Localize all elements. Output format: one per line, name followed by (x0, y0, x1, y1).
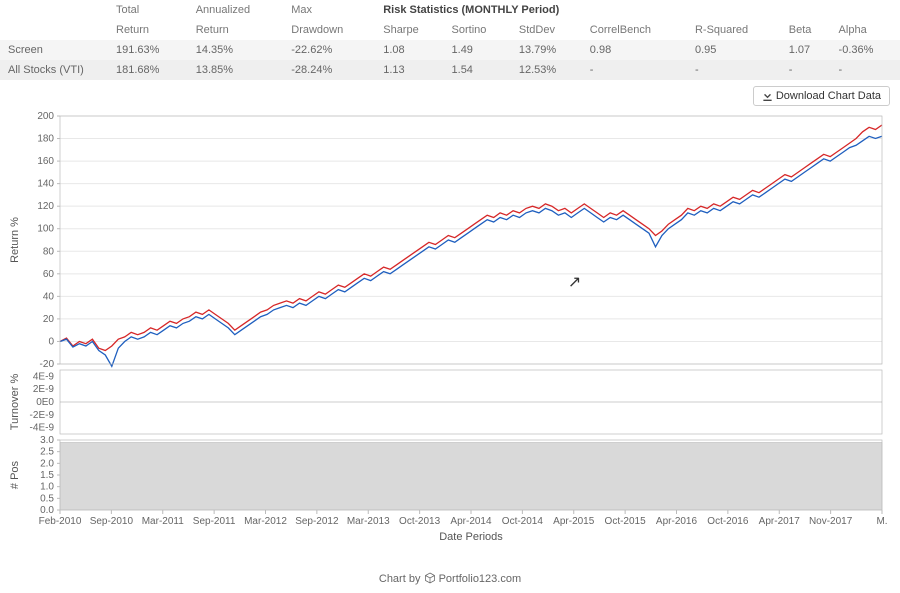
svg-text:40: 40 (43, 291, 55, 302)
svg-text:Return %: Return % (9, 217, 21, 263)
svg-text:0.5: 0.5 (40, 493, 54, 504)
svg-text:0: 0 (48, 336, 54, 347)
download-icon (762, 90, 773, 101)
pos-area (60, 442, 882, 510)
svg-text:-2E-9: -2E-9 (30, 410, 55, 421)
svg-text:Feb-2010: Feb-2010 (39, 516, 82, 527)
svg-text:Oct-2015: Oct-2015 (605, 516, 647, 527)
table-row: Screen 191.63% 14.35% -22.62% 1.08 1.49 … (0, 40, 900, 60)
svg-text:Mar-2011: Mar-2011 (142, 516, 184, 527)
svg-text:0.0: 0.0 (40, 505, 54, 516)
svg-text:120: 120 (37, 201, 54, 212)
svg-text:1.0: 1.0 (40, 482, 54, 493)
risk-stats-heading: Risk Statistics (MONTHLY Period) (377, 0, 900, 20)
svg-text:Nov-2017: Nov-2017 (809, 516, 853, 527)
stats-header-row-2: Return Return Drawdown Sharpe Sortino St… (0, 20, 900, 40)
svg-text:100: 100 (37, 224, 54, 235)
svg-text:-20: -20 (40, 359, 55, 370)
svg-text:2E-9: 2E-9 (33, 384, 55, 395)
svg-text:200: 200 (37, 111, 54, 122)
download-label: Download Chart Data (776, 90, 881, 102)
cube-icon (424, 572, 436, 584)
svg-text:80: 80 (43, 246, 55, 257)
svg-text:M.: M. (876, 516, 887, 527)
series-screen (60, 125, 882, 351)
svg-text:2.0: 2.0 (40, 458, 54, 469)
svg-text:3.0: 3.0 (40, 435, 54, 446)
svg-text:Sep-2011: Sep-2011 (193, 516, 236, 527)
svg-text:1.5: 1.5 (40, 470, 54, 481)
svg-text:Mar-2013: Mar-2013 (347, 516, 390, 527)
svg-text:-4E-9: -4E-9 (30, 423, 55, 434)
svg-text:Oct-2013: Oct-2013 (399, 516, 441, 527)
stats-table: Total Annualized Max Risk Statistics (MO… (0, 0, 900, 80)
svg-text:Sep-2012: Sep-2012 (295, 516, 339, 527)
svg-text:# Pos: # Pos (9, 460, 21, 489)
svg-text:Apr-2016: Apr-2016 (656, 516, 698, 527)
svg-text:Apr-2015: Apr-2015 (553, 516, 595, 527)
svg-text:60: 60 (43, 269, 55, 280)
svg-text:2.5: 2.5 (40, 447, 54, 458)
svg-text:140: 140 (37, 179, 54, 190)
svg-text:Apr-2014: Apr-2014 (450, 516, 492, 527)
svg-text:Turnover %: Turnover % (9, 374, 21, 431)
svg-text:Apr-2017: Apr-2017 (759, 516, 801, 527)
svg-text:180: 180 (37, 134, 54, 145)
svg-text:Mar-2012: Mar-2012 (244, 516, 287, 527)
svg-text:20: 20 (43, 314, 55, 325)
svg-text:160: 160 (37, 156, 54, 167)
svg-text:4E-9: 4E-9 (33, 371, 55, 382)
svg-text:Oct-2016: Oct-2016 (707, 516, 749, 527)
download-chart-data-button[interactable]: Download Chart Data (753, 86, 890, 106)
svg-text:Date Periods: Date Periods (439, 531, 503, 543)
svg-text:Oct-2014: Oct-2014 (502, 516, 544, 527)
svg-text:Sep-2010: Sep-2010 (90, 516, 134, 527)
performance-chart: -20 0 20 40 60 80 100 120 140 160 180 200 Return % 4E… (0, 108, 900, 568)
svg-text:0E0: 0E0 (36, 397, 54, 408)
stats-header-row-1: Total Annualized Max Risk Statistics (MO… (0, 0, 900, 20)
table-row: All Stocks (VTI) 181.68% 13.85% -28.24% … (0, 60, 900, 80)
